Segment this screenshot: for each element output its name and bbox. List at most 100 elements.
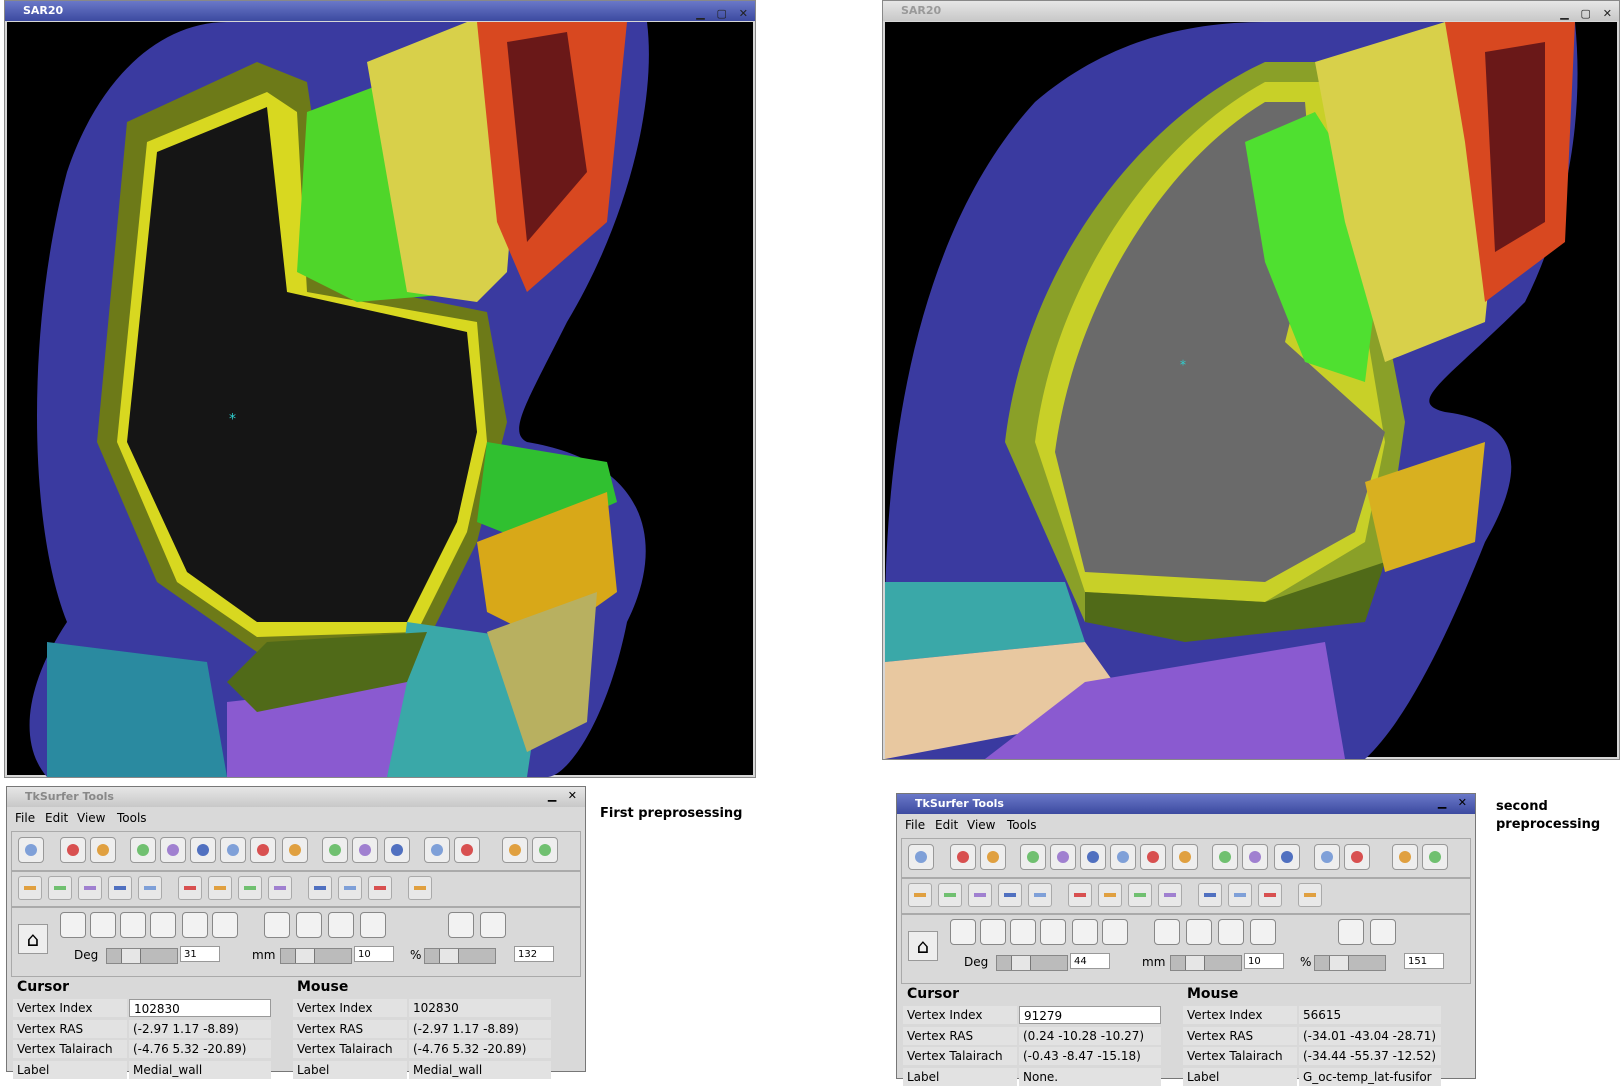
field-input[interactable]: 91279 <box>1019 1006 1161 1024</box>
tool-button[interactable] <box>78 876 102 900</box>
nav-button[interactable] <box>1250 919 1276 945</box>
tool-button[interactable] <box>424 837 450 863</box>
nav-button[interactable] <box>1010 919 1036 945</box>
tool-button[interactable] <box>938 883 962 907</box>
field-input[interactable]: 102830 <box>129 999 271 1017</box>
tool-button[interactable] <box>1344 844 1370 870</box>
tool-button[interactable] <box>338 876 362 900</box>
tool-button[interactable] <box>1028 883 1052 907</box>
menu-item[interactable]: Edit <box>935 818 959 832</box>
tool-button[interactable] <box>178 876 202 900</box>
nav-button[interactable] <box>60 912 86 938</box>
home-button[interactable]: ⌂ <box>18 924 48 954</box>
nav-button[interactable] <box>296 912 322 938</box>
tool-button[interactable] <box>1158 883 1182 907</box>
window-buttons[interactable]: ▁ ✕ <box>547 789 581 802</box>
nav-button[interactable] <box>950 919 976 945</box>
tool-button[interactable] <box>908 883 932 907</box>
tool-button[interactable] <box>1228 883 1252 907</box>
tool-button[interactable] <box>18 837 44 863</box>
nav-button[interactable] <box>212 912 238 938</box>
tool-button[interactable] <box>502 837 528 863</box>
slider-entry[interactable]: 132 <box>514 946 554 962</box>
tool-button[interactable] <box>1212 844 1238 870</box>
tool-button[interactable] <box>48 876 72 900</box>
tool-button[interactable] <box>160 837 186 863</box>
tool-button[interactable] <box>1068 883 1092 907</box>
tool-button[interactable] <box>1050 844 1076 870</box>
tool-button[interactable] <box>220 837 246 863</box>
tool-button[interactable] <box>998 883 1022 907</box>
tool-button[interactable] <box>908 844 934 870</box>
tool-button[interactable] <box>532 837 558 863</box>
nav-button[interactable] <box>120 912 146 938</box>
nav-button[interactable] <box>1338 919 1364 945</box>
slider[interactable] <box>1170 955 1242 971</box>
tool-button[interactable] <box>90 837 116 863</box>
nav-button[interactable] <box>182 912 208 938</box>
menu-item[interactable]: Edit <box>45 811 69 825</box>
tool-button[interactable] <box>322 837 348 863</box>
nav-button[interactable] <box>150 912 176 938</box>
slider[interactable] <box>424 948 496 964</box>
nav-button[interactable] <box>264 912 290 938</box>
nav-button[interactable] <box>1186 919 1212 945</box>
tool-button[interactable] <box>1242 844 1268 870</box>
nav-button[interactable] <box>1072 919 1098 945</box>
menu-item[interactable]: File <box>905 818 926 832</box>
tool-button[interactable] <box>1258 883 1282 907</box>
tool-button[interactable] <box>352 837 378 863</box>
tool-button[interactable] <box>108 876 132 900</box>
menu-item[interactable]: File <box>15 811 36 825</box>
slider-entry[interactable]: 10 <box>1244 953 1284 969</box>
tool-button[interactable] <box>980 844 1006 870</box>
tool-button[interactable] <box>950 844 976 870</box>
tool-button[interactable] <box>1274 844 1300 870</box>
tool-button[interactable] <box>1098 883 1122 907</box>
nav-button[interactable] <box>448 912 474 938</box>
tool-button[interactable] <box>368 876 392 900</box>
tool-button[interactable] <box>1020 844 1046 870</box>
tool-button[interactable] <box>1198 883 1222 907</box>
tool-button[interactable] <box>1314 844 1340 870</box>
tool-button[interactable] <box>1110 844 1136 870</box>
tool-button[interactable] <box>268 876 292 900</box>
menu-item[interactable]: Tools <box>117 811 147 825</box>
window-buttons[interactable]: ▁ ▢ ✕ <box>1560 7 1616 20</box>
slider-entry[interactable]: 31 <box>180 946 220 962</box>
tool-button[interactable] <box>238 876 262 900</box>
tool-button[interactable] <box>282 837 308 863</box>
tool-button[interactable] <box>130 837 156 863</box>
home-button[interactable]: ⌂ <box>908 931 938 961</box>
slider[interactable] <box>280 948 352 964</box>
tool-button[interactable] <box>308 876 332 900</box>
menu-item[interactable]: View <box>77 811 106 825</box>
slider-entry[interactable]: 10 <box>354 946 394 962</box>
nav-button[interactable] <box>1218 919 1244 945</box>
nav-button[interactable] <box>1370 919 1396 945</box>
slider[interactable] <box>1314 955 1386 971</box>
nav-button[interactable] <box>980 919 1006 945</box>
nav-button[interactable] <box>328 912 354 938</box>
tool-button[interactable] <box>1422 844 1448 870</box>
tool-button[interactable] <box>454 837 480 863</box>
tool-button[interactable] <box>1128 883 1152 907</box>
nav-button[interactable] <box>1154 919 1180 945</box>
nav-button[interactable] <box>360 912 386 938</box>
tool-button[interactable] <box>190 837 216 863</box>
tool-button[interactable] <box>1080 844 1106 870</box>
tool-button[interactable] <box>138 876 162 900</box>
tool-button[interactable] <box>18 876 42 900</box>
window-buttons[interactable]: ▁ ✕ <box>1437 796 1471 809</box>
tool-button[interactable] <box>250 837 276 863</box>
slider[interactable] <box>996 955 1068 971</box>
tool-button[interactable] <box>408 876 432 900</box>
nav-button[interactable] <box>1102 919 1128 945</box>
tool-button[interactable] <box>384 837 410 863</box>
nav-button[interactable] <box>1040 919 1066 945</box>
nav-button[interactable] <box>90 912 116 938</box>
tool-button[interactable] <box>968 883 992 907</box>
tool-button[interactable] <box>1172 844 1198 870</box>
nav-button[interactable] <box>480 912 506 938</box>
menu-item[interactable]: Tools <box>1007 818 1037 832</box>
